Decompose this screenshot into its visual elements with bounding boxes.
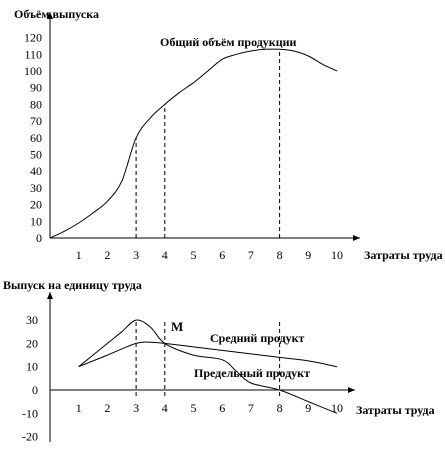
x-tick-label: 5 (191, 248, 197, 262)
y-tick-label: 50 (30, 148, 42, 162)
x-tick-label: 7 (248, 248, 254, 262)
y-tick-label: 90 (30, 81, 42, 95)
x-tick-label: 2 (104, 248, 110, 262)
top-y-axis-label: Объём выпуска (14, 7, 99, 21)
marginal-product-series-label: Предельный продукт (194, 366, 310, 380)
y-tick-label: 20 (30, 198, 42, 212)
y-tick-label: -20 (22, 430, 38, 444)
x-tick-label: 9 (305, 401, 311, 415)
x-tick-label: 9 (305, 248, 311, 262)
y-tick-label: 20 (26, 336, 38, 350)
total-product-chart: Объём выпуска Затраты труда 0 10 20 30 40 50 6… (14, 7, 443, 262)
y-tick-label: 40 (30, 164, 42, 178)
x-tick-label: 2 (104, 401, 110, 415)
bottom-x-tick-labels: 1 2 3 4 5 6 7 8 9 10 (76, 401, 343, 415)
x-tick-label: 4 (162, 248, 168, 262)
x-tick-label: 1 (76, 248, 82, 262)
average-product-line (78, 341, 338, 368)
y-tick-label: 0 (32, 383, 38, 397)
per-unit-product-chart: Выпуск на единицу труда Затраты труда -2… (3, 278, 435, 444)
y-tick-label: 70 (30, 114, 42, 128)
y-tick-label: 0 (36, 231, 42, 245)
x-tick-label: 6 (219, 248, 225, 262)
y-tick-label: 10 (26, 360, 38, 374)
x-tick-label: 10 (331, 248, 343, 262)
marginal-product-line (78, 319, 338, 414)
point-m-label: M (171, 319, 183, 334)
top-y-tick-labels: 0 10 20 30 40 50 60 70 80 90 100 110 120 (24, 31, 42, 245)
x-tick-label: 3 (133, 401, 139, 415)
top-guide-lines (135, 49, 281, 238)
x-tick-label: 10 (331, 401, 343, 415)
x-tick-label: 1 (76, 401, 82, 415)
x-tick-label: 5 (191, 401, 197, 415)
x-tick-label: 8 (277, 248, 283, 262)
y-tick-label: 120 (24, 31, 42, 45)
x-tick-label: 7 (248, 401, 254, 415)
bottom-x-axis-label: Затраты труда (356, 403, 435, 417)
y-tick-label: 100 (24, 64, 42, 78)
y-tick-label: 80 (30, 97, 42, 111)
x-tick-label: 8 (277, 401, 283, 415)
y-tick-label: 10 (30, 214, 42, 228)
x-tick-label: 6 (219, 401, 225, 415)
bottom-guide-lines (135, 322, 281, 398)
total-product-series-label: Общий объём продукции (160, 35, 297, 49)
total-product-line (49, 48, 338, 239)
top-x-axis-label: Затраты труда (364, 248, 443, 262)
bottom-y-axis-label: Выпуск на единицу труда (3, 278, 142, 292)
bottom-y-tick-labels: -20 -10 0 10 20 30 (22, 313, 38, 444)
y-tick-label: -10 (22, 406, 38, 420)
y-tick-label: 110 (24, 47, 42, 61)
top-x-tick-labels: 1 2 3 4 5 6 7 8 9 10 (76, 248, 343, 262)
average-product-series-label: Средний продукт (210, 331, 305, 345)
y-tick-label: 30 (26, 313, 38, 327)
x-tick-label: 3 (133, 248, 139, 262)
y-tick-label: 30 (30, 181, 42, 195)
x-tick-label: 4 (162, 401, 168, 415)
y-tick-label: 60 (30, 131, 42, 145)
